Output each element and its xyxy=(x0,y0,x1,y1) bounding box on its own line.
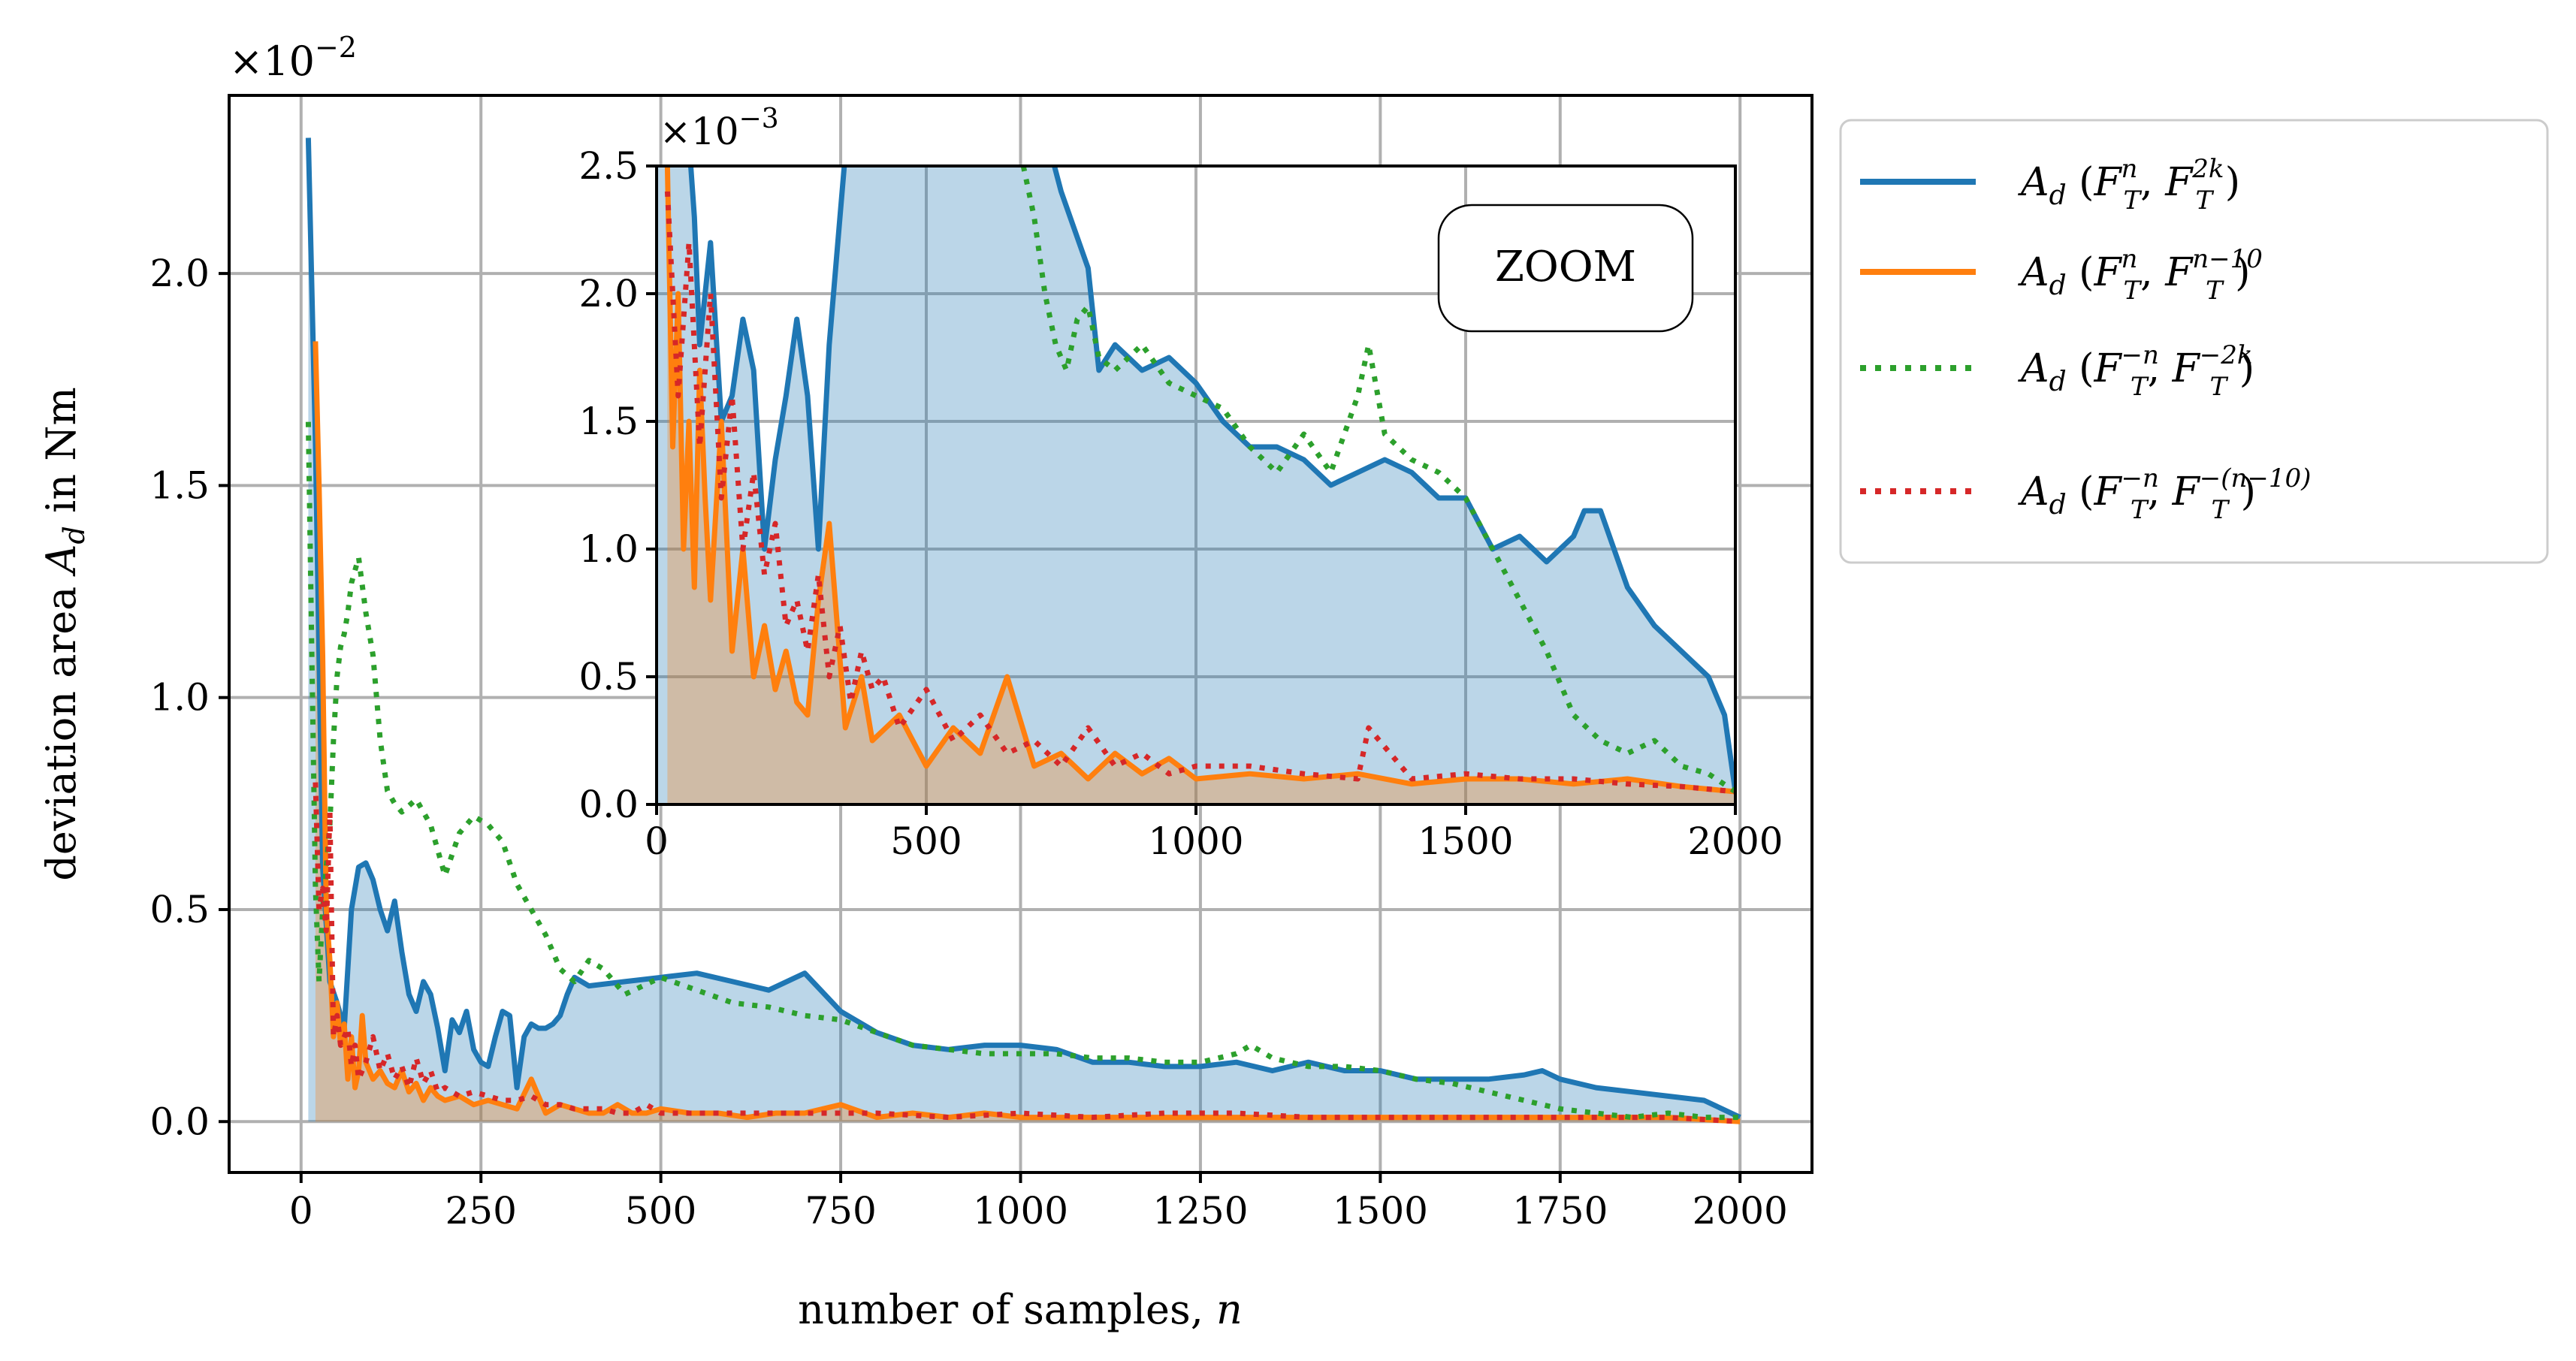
inset-line-series-3 xyxy=(664,191,1735,795)
zoom-label-box: ZOOM xyxy=(1437,204,1694,333)
x-axis-title: number of samples, n xyxy=(798,1286,1243,1333)
inset-axis-ticks: 0 500 1000 1500 2000 0.0 0.5 1.0 1.5 2.0 2.5 xyxy=(578,144,1783,863)
inset-x-tick-label: 2000 xyxy=(1687,819,1783,863)
inset-x-tick-label: 500 xyxy=(890,819,962,863)
zoom-label: ZOOM xyxy=(1495,243,1636,291)
main-x-tick-label: 250 xyxy=(445,1189,516,1233)
inset-series-fills xyxy=(657,166,1735,804)
main-x-tick-label: 0 xyxy=(289,1189,313,1233)
main-axis-ticks: 0 250 500 750 1000 1250 1500 1750 2000 0.0 0.5 1.0 1… xyxy=(149,252,1787,1233)
main-line-series-2 xyxy=(305,421,1741,1121)
main-line-series-3 xyxy=(313,782,1741,1124)
main-x-tick-label: 750 xyxy=(805,1189,876,1233)
main-y-tick-label: 0.0 xyxy=(149,1100,210,1143)
legend-frame xyxy=(1839,119,2549,564)
inset-x-tick-label: 1000 xyxy=(1148,819,1243,863)
main-x-tick-label: 1000 xyxy=(973,1189,1068,1233)
inset-y-tick-label: 2.0 xyxy=(578,272,639,315)
inset-y-tick-label: 0.0 xyxy=(578,783,639,826)
inset-line-series-1 xyxy=(664,166,1735,795)
inset-line-series-0 xyxy=(687,166,1735,792)
inset-y-tick-label: 2.5 xyxy=(578,144,639,188)
main-x-tick-label: 2000 xyxy=(1693,1189,1788,1233)
legend-label-1: Ad (Fn T, Fn−10 T ) xyxy=(2018,244,2263,306)
inset-y-tick-label: 1.0 xyxy=(578,527,639,571)
main-x-tick-label: 1750 xyxy=(1512,1189,1608,1233)
legend: Ad (Fn T, F2k T ) Ad (Fn T, Fn−10 T ) Ad (F−n T… xyxy=(1839,119,2549,564)
inset-series-lines xyxy=(664,166,1735,795)
main-y-tick-label: 0.5 xyxy=(149,888,210,931)
inset-y-tick-label: 0.5 xyxy=(578,655,639,699)
main-line-series-0 xyxy=(305,137,1741,1120)
main-y-tick-label: 2.0 xyxy=(149,252,210,295)
inset-fill-series-1 xyxy=(667,166,1735,804)
inset-x-tick-label: 1500 xyxy=(1418,819,1513,863)
legend-label-2: Ad (F−n T, F−2k T ) xyxy=(2018,340,2254,402)
main-series-lines xyxy=(305,137,1741,1124)
main-x-tick-label: 1250 xyxy=(1152,1189,1248,1233)
main-y-tick-label: 1.5 xyxy=(149,463,210,507)
inset-x-tick-label: 0 xyxy=(645,819,669,863)
legend-label-0: Ad (Fn T, F2k T ) xyxy=(2018,154,2240,216)
y-axis-title: deviation area Ad in Nm xyxy=(38,387,91,880)
main-x-tick-label: 500 xyxy=(625,1189,696,1233)
legend-label-3: Ad (F−n T, F−(n−10) T ) xyxy=(2018,463,2311,525)
main-y-tick-label: 1.0 xyxy=(149,676,210,720)
inset-y-tick-label: 1.5 xyxy=(578,400,639,443)
main-x-tick-label: 1500 xyxy=(1333,1189,1428,1233)
inset-fill-series-0 xyxy=(657,166,1735,804)
